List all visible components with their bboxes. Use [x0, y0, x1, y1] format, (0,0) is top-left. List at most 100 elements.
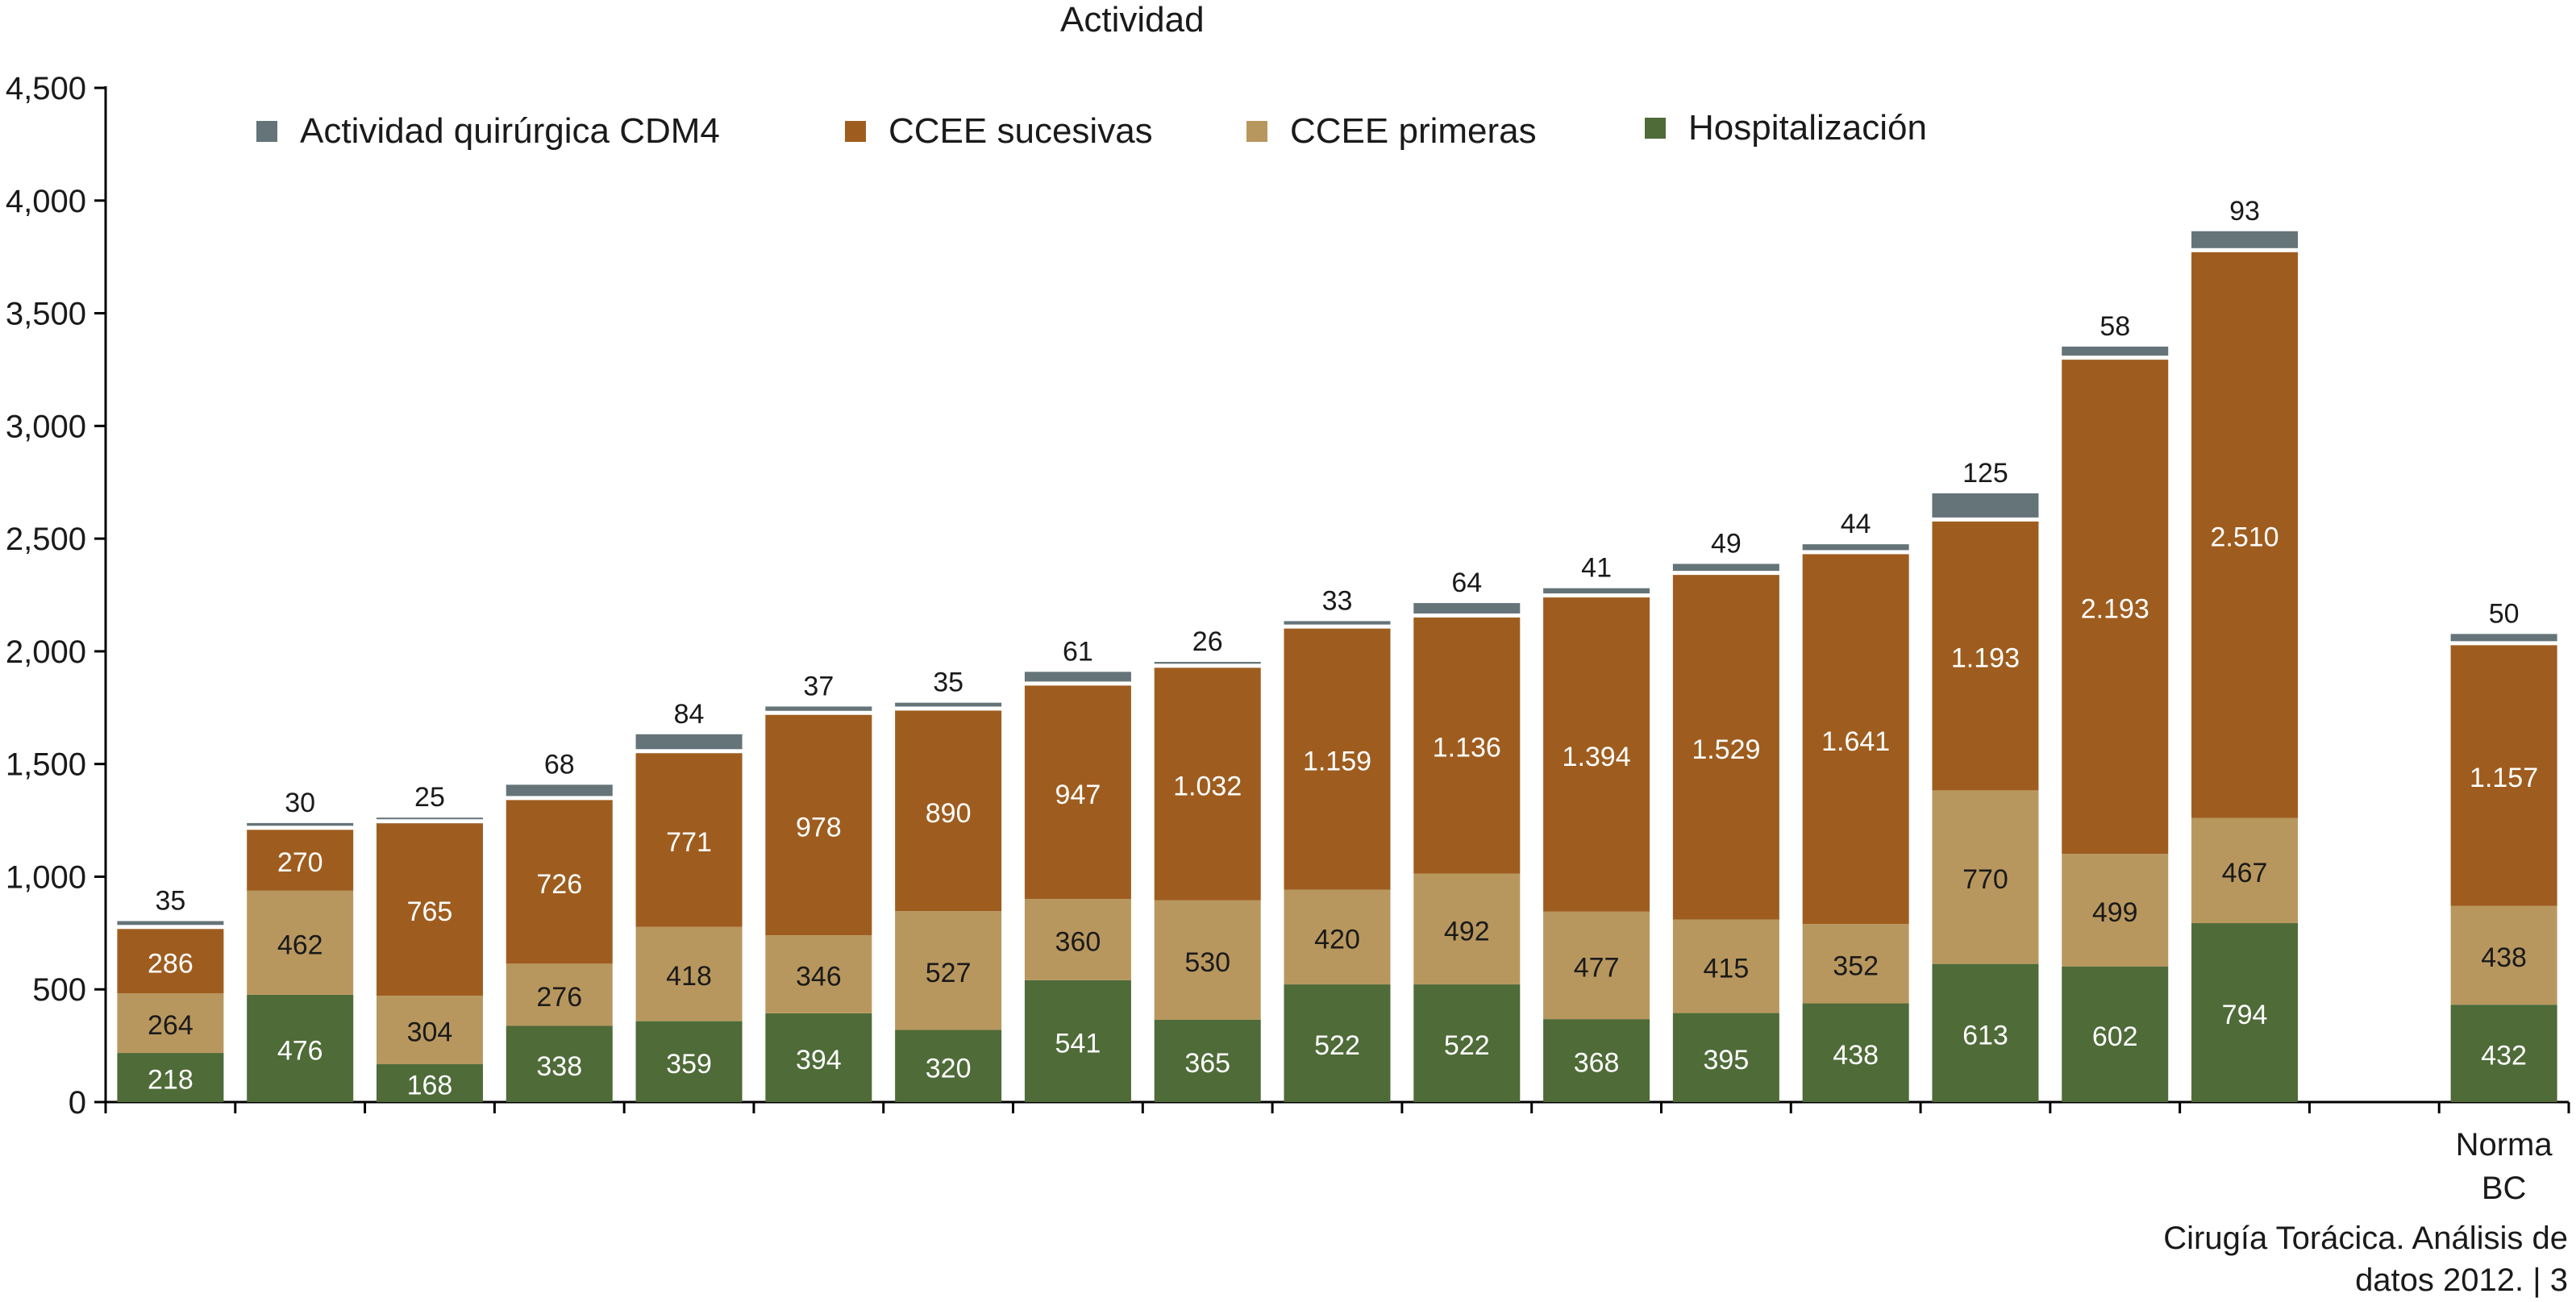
data-label: 64 — [1451, 568, 1482, 598]
data-label: 477 — [1574, 952, 1620, 983]
legend-label-hospitalizacion: Hospitalización — [1688, 108, 1927, 148]
bar-segment — [117, 921, 224, 926]
data-label: 1.032 — [1173, 772, 1242, 802]
data-label: 415 — [1704, 954, 1750, 984]
bar-segment — [1543, 597, 1650, 912]
data-label: 338 — [536, 1051, 582, 1082]
bar-segment — [2062, 854, 2169, 967]
bar-segment — [1413, 603, 1521, 614]
bar-segment — [765, 714, 872, 936]
data-label: 438 — [2481, 942, 2527, 973]
data-label: 1.394 — [1563, 742, 1631, 772]
data-label: 68 — [544, 749, 575, 780]
bar-segment — [376, 996, 483, 1065]
bar-segment — [1284, 628, 1391, 890]
bar-segment — [2450, 634, 2557, 642]
bar-segment — [1154, 1019, 1261, 1102]
bar-segment — [2450, 645, 2557, 906]
data-label: 770 — [1962, 864, 2008, 895]
bar-segment — [117, 1053, 224, 1102]
data-label: 49 — [1711, 528, 1742, 559]
bar-segment — [247, 890, 354, 995]
y-tick-label: 0 — [69, 1085, 86, 1121]
data-label: 320 — [926, 1053, 972, 1084]
legend-label-ccee-sucesivas: CCEE sucesivas — [888, 111, 1153, 151]
y-tick-label: 1,000 — [6, 859, 86, 895]
data-label: 304 — [407, 1017, 453, 1048]
legend-swatch-hospitalizacion — [1645, 118, 1666, 139]
bar-segment — [506, 963, 613, 1026]
bar-segment — [376, 817, 483, 820]
bar-segment — [247, 830, 354, 891]
bar-segment — [247, 994, 354, 1102]
data-label: 1.157 — [2470, 763, 2538, 793]
bar-segment — [247, 822, 354, 826]
bar-segment — [1154, 662, 1261, 664]
y-tick-label: 3,000 — [6, 409, 86, 444]
data-label: 613 — [1962, 1020, 2008, 1050]
bar-segment — [2191, 817, 2299, 924]
data-label: 499 — [2092, 897, 2138, 928]
data-label: 50 — [2489, 598, 2520, 629]
bar-segment — [895, 1030, 1002, 1102]
data-label: 168 — [407, 1071, 453, 1101]
bar-segment — [2191, 252, 2299, 818]
bar-segment — [1672, 575, 1779, 920]
legend-item-hospitalizacion: Hospitalización — [1645, 108, 1927, 148]
data-label: 30 — [285, 788, 315, 818]
data-label: 270 — [277, 847, 323, 878]
data-label: 25 — [414, 782, 445, 813]
bar-segment — [765, 1013, 872, 1102]
data-label: 527 — [926, 958, 972, 988]
y-tick-label: 2,500 — [6, 522, 86, 557]
data-label: 2.510 — [2210, 522, 2278, 553]
bar-segment — [1024, 980, 1131, 1102]
y-tick-label: 4,000 — [6, 184, 86, 219]
data-label: 726 — [536, 869, 582, 900]
bar-segment — [506, 784, 613, 797]
data-label: 602 — [2092, 1021, 2138, 1052]
data-label: 61 — [1063, 636, 1093, 667]
data-label: 218 — [148, 1065, 194, 1096]
bar-segment — [1024, 899, 1131, 980]
bar-segment — [1154, 900, 1261, 1020]
data-label: 1.193 — [1951, 643, 2020, 674]
y-tick-label: 3,500 — [6, 297, 86, 332]
footer-line-1: Cirugía Torácica. Análisis de — [2163, 1221, 2568, 1256]
footer-line-2: datos 2012. | 3 — [2355, 1262, 2568, 1298]
data-label: 37 — [803, 671, 834, 701]
bar-segment — [1932, 790, 2039, 964]
bar-segment — [2450, 1005, 2557, 1102]
y-tick-label: 4,500 — [6, 71, 86, 106]
legend-item-surgery: Actividad quirúrgica CDM4 — [256, 111, 720, 152]
data-label: 541 — [1055, 1028, 1101, 1059]
data-label: 84 — [674, 699, 705, 730]
bar-segment — [2062, 966, 2169, 1102]
bar-segment — [1802, 1003, 1909, 1102]
data-label: 125 — [1962, 458, 2008, 489]
data-label: 93 — [2229, 196, 2260, 227]
bar-segment — [2191, 923, 2299, 1102]
y-tick-label: 2,000 — [6, 634, 86, 670]
bar-segment — [635, 734, 743, 750]
data-label: 368 — [1574, 1048, 1620, 1079]
legend-swatch-ccee-sucesivas — [845, 121, 866, 142]
data-label: 346 — [796, 961, 842, 992]
data-label: 359 — [666, 1049, 712, 1079]
data-label: 522 — [1444, 1030, 1490, 1061]
data-label: 462 — [277, 930, 323, 960]
page-footer: Cirugía Torácica. Análisis de datos 2012… — [2163, 1217, 2568, 1301]
bar-segment — [1802, 554, 1909, 925]
data-label: 395 — [1704, 1045, 1750, 1075]
bar-segment — [1672, 1013, 1779, 1102]
data-label: 771 — [666, 827, 712, 858]
bar-segment — [635, 1021, 743, 1102]
bar-segment — [506, 1025, 613, 1102]
bar-segment — [1284, 889, 1391, 985]
bar-segment — [1802, 544, 1909, 551]
bar-segment — [1024, 672, 1131, 682]
bar-segment — [506, 800, 613, 964]
bar-segment — [1932, 521, 2039, 791]
data-label: 418 — [666, 961, 712, 992]
bar-segment — [2450, 905, 2557, 1005]
